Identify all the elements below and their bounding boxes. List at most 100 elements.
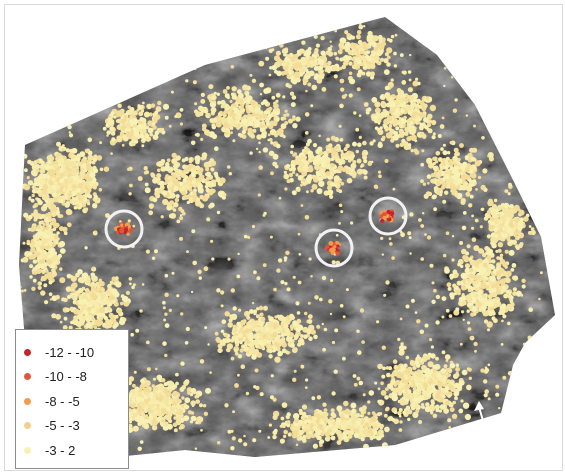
point-marker <box>431 119 437 126</box>
point-marker <box>379 57 385 62</box>
point-marker <box>340 152 346 157</box>
point-marker <box>31 185 36 190</box>
point-marker <box>373 54 380 61</box>
point-marker <box>290 144 295 149</box>
point-marker <box>503 230 507 234</box>
point-marker <box>254 320 259 325</box>
point-marker <box>422 182 427 186</box>
point-marker <box>276 338 281 343</box>
point-marker <box>182 417 186 421</box>
point-marker <box>104 324 110 329</box>
point-marker <box>333 175 339 181</box>
point-marker <box>305 160 309 165</box>
point-marker <box>455 373 460 378</box>
point-marker <box>219 110 223 115</box>
point-marker <box>40 160 45 165</box>
point-marker <box>399 123 404 129</box>
point-marker <box>34 163 40 170</box>
point-marker <box>412 398 416 402</box>
point-marker <box>416 81 421 86</box>
point-marker <box>154 415 158 419</box>
point-marker <box>239 133 244 138</box>
point-marker <box>431 372 437 378</box>
point-marker <box>156 168 161 173</box>
point-marker <box>51 206 58 213</box>
point-marker <box>159 403 164 408</box>
point-marker <box>283 70 289 75</box>
point-marker <box>138 415 145 422</box>
point-marker <box>111 288 117 294</box>
point-marker <box>294 58 299 63</box>
point-marker <box>36 268 42 275</box>
point-marker <box>355 413 360 418</box>
point-marker <box>331 429 336 434</box>
point-marker <box>76 192 81 197</box>
point-marker <box>261 328 267 334</box>
point-marker <box>149 413 154 417</box>
point-marker <box>292 123 298 129</box>
point-marker <box>87 154 94 161</box>
point-marker <box>27 180 34 186</box>
point-marker <box>160 159 166 164</box>
point-marker <box>55 313 61 320</box>
point-marker <box>51 219 57 224</box>
point-marker <box>409 120 414 125</box>
point-marker <box>307 47 312 51</box>
point-marker <box>274 356 281 363</box>
point-marker <box>262 147 269 153</box>
point-marker <box>352 141 357 147</box>
point-marker <box>44 262 48 266</box>
point-marker <box>388 123 393 128</box>
point-marker <box>411 375 416 379</box>
point-marker <box>328 424 333 428</box>
point-marker <box>69 178 74 182</box>
point-marker <box>367 56 373 62</box>
point-marker <box>284 331 290 337</box>
point-marker <box>181 190 187 196</box>
point-marker <box>298 161 305 168</box>
point-marker <box>59 267 63 271</box>
point-marker <box>204 110 208 114</box>
point-marker <box>51 176 56 182</box>
point-marker <box>358 24 364 30</box>
point-marker <box>26 176 30 180</box>
sar-map[interactable] <box>5 5 562 470</box>
point-marker <box>361 405 367 411</box>
point-marker <box>132 383 136 388</box>
point-marker <box>66 179 71 184</box>
point-marker <box>53 163 58 169</box>
point-marker <box>338 66 343 71</box>
point-marker <box>258 60 265 67</box>
point-marker <box>318 180 325 187</box>
point-marker <box>363 175 368 180</box>
point-marker <box>131 285 135 290</box>
point-marker <box>32 259 38 264</box>
point-marker <box>48 249 53 254</box>
point-marker <box>153 409 158 414</box>
point-marker <box>107 283 112 289</box>
point-marker <box>47 160 52 164</box>
point-marker <box>90 308 97 315</box>
point-marker <box>406 136 412 142</box>
point-marker <box>33 213 40 220</box>
point-marker <box>300 48 305 54</box>
point-marker <box>311 183 318 190</box>
point-marker <box>139 384 145 390</box>
point-marker <box>303 334 308 340</box>
point-marker <box>96 155 103 161</box>
point-marker <box>288 172 294 178</box>
point-marker <box>283 429 289 435</box>
point-marker <box>210 107 217 113</box>
point-marker <box>519 234 524 239</box>
point-marker <box>145 392 149 396</box>
point-marker <box>480 282 485 287</box>
point-marker <box>70 320 74 325</box>
point-marker <box>144 187 151 194</box>
point-marker <box>495 218 499 222</box>
point-marker <box>85 163 92 169</box>
point-marker <box>262 113 268 119</box>
point-marker <box>374 101 381 108</box>
point-marker <box>470 312 475 317</box>
point-marker <box>216 92 220 97</box>
point-marker <box>496 265 501 271</box>
